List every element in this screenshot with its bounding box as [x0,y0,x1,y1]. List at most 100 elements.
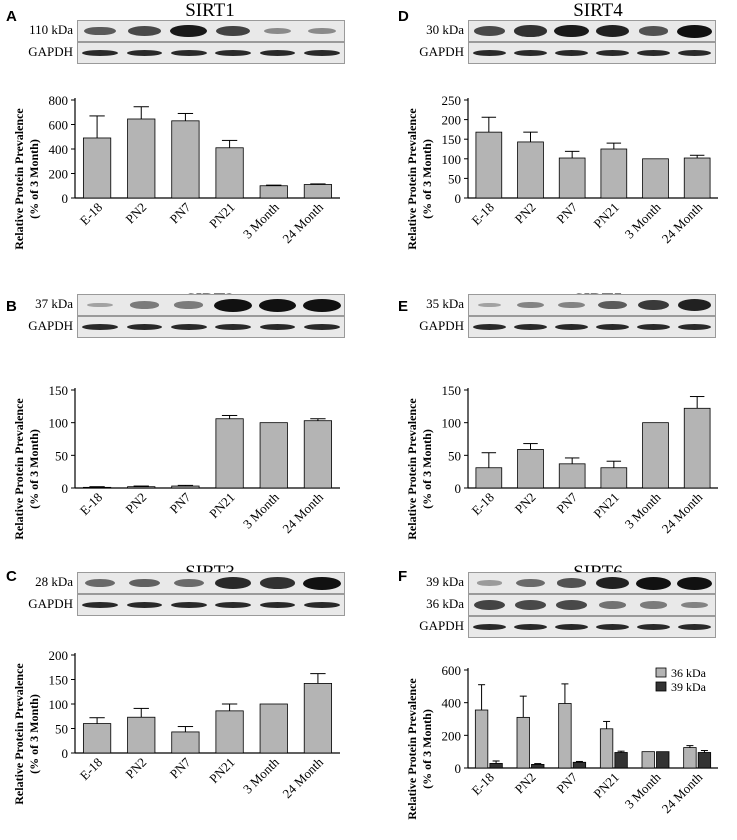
y-axis-label: Relative Protein Prevalence(% of 3 Month… [12,663,41,805]
blot-band [174,301,204,309]
bar [642,158,669,199]
y-tick-label: 0 [455,481,462,496]
blot-band [303,324,340,330]
blot-strip [77,572,345,594]
y-tick-label: 200 [442,113,462,128]
x-tick-label: E-18 [468,490,496,518]
blot-band [640,601,667,609]
blot-title: SIRT4 [573,0,623,21]
y-axis-label: Relative Protein Prevalence(% of 3 Month… [12,108,41,250]
blot-band [128,578,160,588]
blot-strip [77,594,345,616]
blot-row-label: GAPDH [28,318,73,333]
bar [127,486,156,489]
x-tick-label: PN7 [167,489,194,516]
bar [303,184,333,199]
bar [82,486,112,489]
x-tick-label: 24 Month [659,769,706,816]
y-tick-label: 50 [448,171,461,186]
blot-band [597,300,628,310]
blot-strip [468,42,716,64]
blot-band [214,298,252,312]
x-tick-label: E-18 [468,200,496,228]
blot-row-label: 28 kDa [35,574,73,589]
blot-band [173,578,204,588]
bar [641,751,655,769]
blot-band [84,26,116,36]
bar [303,420,333,489]
blot-band [554,50,588,56]
blot-band [595,324,629,330]
blot-strip [468,594,716,616]
blot-band [598,601,627,609]
x-tick-label: 24 Month [279,489,326,536]
blot-strip [468,294,716,316]
x-tick-label: PN2 [512,770,539,797]
blot-band [302,298,341,312]
bar [475,131,503,199]
blot-row-label: GAPDH [28,596,73,611]
blot-title: SIRT1 [185,0,235,21]
y-tick-label: 50 [55,448,68,463]
blot-row-label: GAPDH [419,618,464,633]
blot-strip [468,572,716,594]
blot-row-label: 110 kDa [29,22,73,37]
legend-swatch [655,667,667,678]
blot-band [558,301,585,309]
y-tick-label: 100 [49,416,69,431]
x-tick-label: PN21 [206,490,238,522]
x-tick-label: PN2 [122,490,149,517]
blot-band [215,324,251,330]
blot-row-label: 35 kDa [426,296,464,311]
x-tick-label: PN7 [553,769,580,796]
bar [127,716,156,754]
y-tick-label: 0 [455,191,462,206]
bar-chart: Relative Protein Prevalence(% of 3 Month… [405,93,718,250]
bar [171,731,200,754]
blot-band [259,50,296,56]
blot-band [302,576,341,590]
x-tick-label: E-18 [77,200,105,228]
blot-band [303,50,340,56]
bar [259,422,288,489]
blot-band [556,600,587,610]
panel-letter: B [6,298,17,315]
panel-letter: E [398,298,409,315]
x-tick-label: 24 Month [659,199,706,246]
blot-row-label: GAPDH [28,44,73,59]
x-tick-label: PN2 [512,490,539,517]
bar [558,463,586,489]
bar [683,157,711,199]
blot-band [259,602,296,608]
blot-band [477,580,502,586]
y-tick-label: 150 [442,383,462,398]
bar [82,723,112,754]
bar [516,716,530,769]
blot-band [170,24,208,38]
x-tick-label: PN7 [553,489,580,516]
blot-row-label: 39 kDa [426,574,464,589]
y-tick-label: 50 [448,448,461,463]
x-tick-label: 24 Month [659,489,706,536]
blot-band [513,50,547,56]
y-tick-label: 200 [49,648,69,663]
blot-band [87,302,113,308]
blot-band [82,602,118,608]
bar [303,683,333,754]
bar [558,703,572,769]
blot-band [303,602,340,608]
x-tick-label: PN21 [206,200,238,232]
blot-strip [468,616,716,638]
blot-band [554,24,589,38]
y-tick-label: 250 [442,93,462,108]
y-axis-label: Relative Protein Prevalence(% of 3 Month… [405,678,434,820]
bar [475,467,503,489]
x-tick-label: PN2 [512,200,539,227]
panel-letter: A [6,8,17,25]
bar [683,407,711,489]
bar [127,118,156,199]
x-tick-label: PN7 [167,199,194,226]
y-tick-label: 400 [442,696,462,711]
y-axis-label: Relative Protein Prevalence(% of 3 Month… [405,398,434,540]
